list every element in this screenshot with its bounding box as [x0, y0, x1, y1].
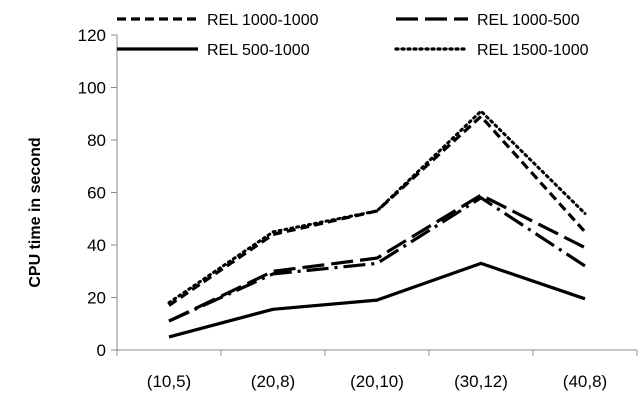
y-tick-label: 20	[87, 289, 106, 308]
series-line-3	[168, 261, 586, 339]
series-line-5	[168, 196, 586, 323]
y-tick-label: 120	[78, 26, 106, 45]
x-tick-label: (40,8)	[563, 372, 607, 391]
x-axis: (10,5) (20,8) (20,10) (30,12) (40,8)	[116, 349, 638, 391]
legend-label: REL 1000-1000	[207, 12, 319, 29]
y-tick-label: 0	[97, 341, 106, 360]
series-line-1	[168, 114, 587, 307]
legend-label: REL 1000-500	[477, 12, 580, 29]
series-line-4	[167, 109, 587, 305]
y-tick-label: 60	[87, 184, 106, 203]
y-tick-label: 40	[87, 236, 106, 255]
y-axis-title: CPU time in second	[27, 137, 44, 287]
y-tick-label: 100	[78, 79, 106, 98]
series-line-2	[168, 193, 586, 323]
series-lines	[167, 109, 587, 339]
x-tick-label: (30,12)	[454, 372, 508, 391]
legend-label: REL 1500-1000	[477, 42, 589, 59]
legend: REL 1000-1000 REL 1000-500 REL 500-1000 REL…	[117, 12, 589, 59]
y-tick-label: 80	[87, 131, 106, 150]
legend-label: REL 500-1000	[207, 42, 310, 59]
y-axis: 0 20 40 60 80 100 120	[78, 26, 118, 360]
x-tick-label: (20,10)	[350, 372, 404, 391]
x-tick-label: (10,5)	[147, 372, 191, 391]
x-tick-label: (20,8)	[251, 372, 295, 391]
